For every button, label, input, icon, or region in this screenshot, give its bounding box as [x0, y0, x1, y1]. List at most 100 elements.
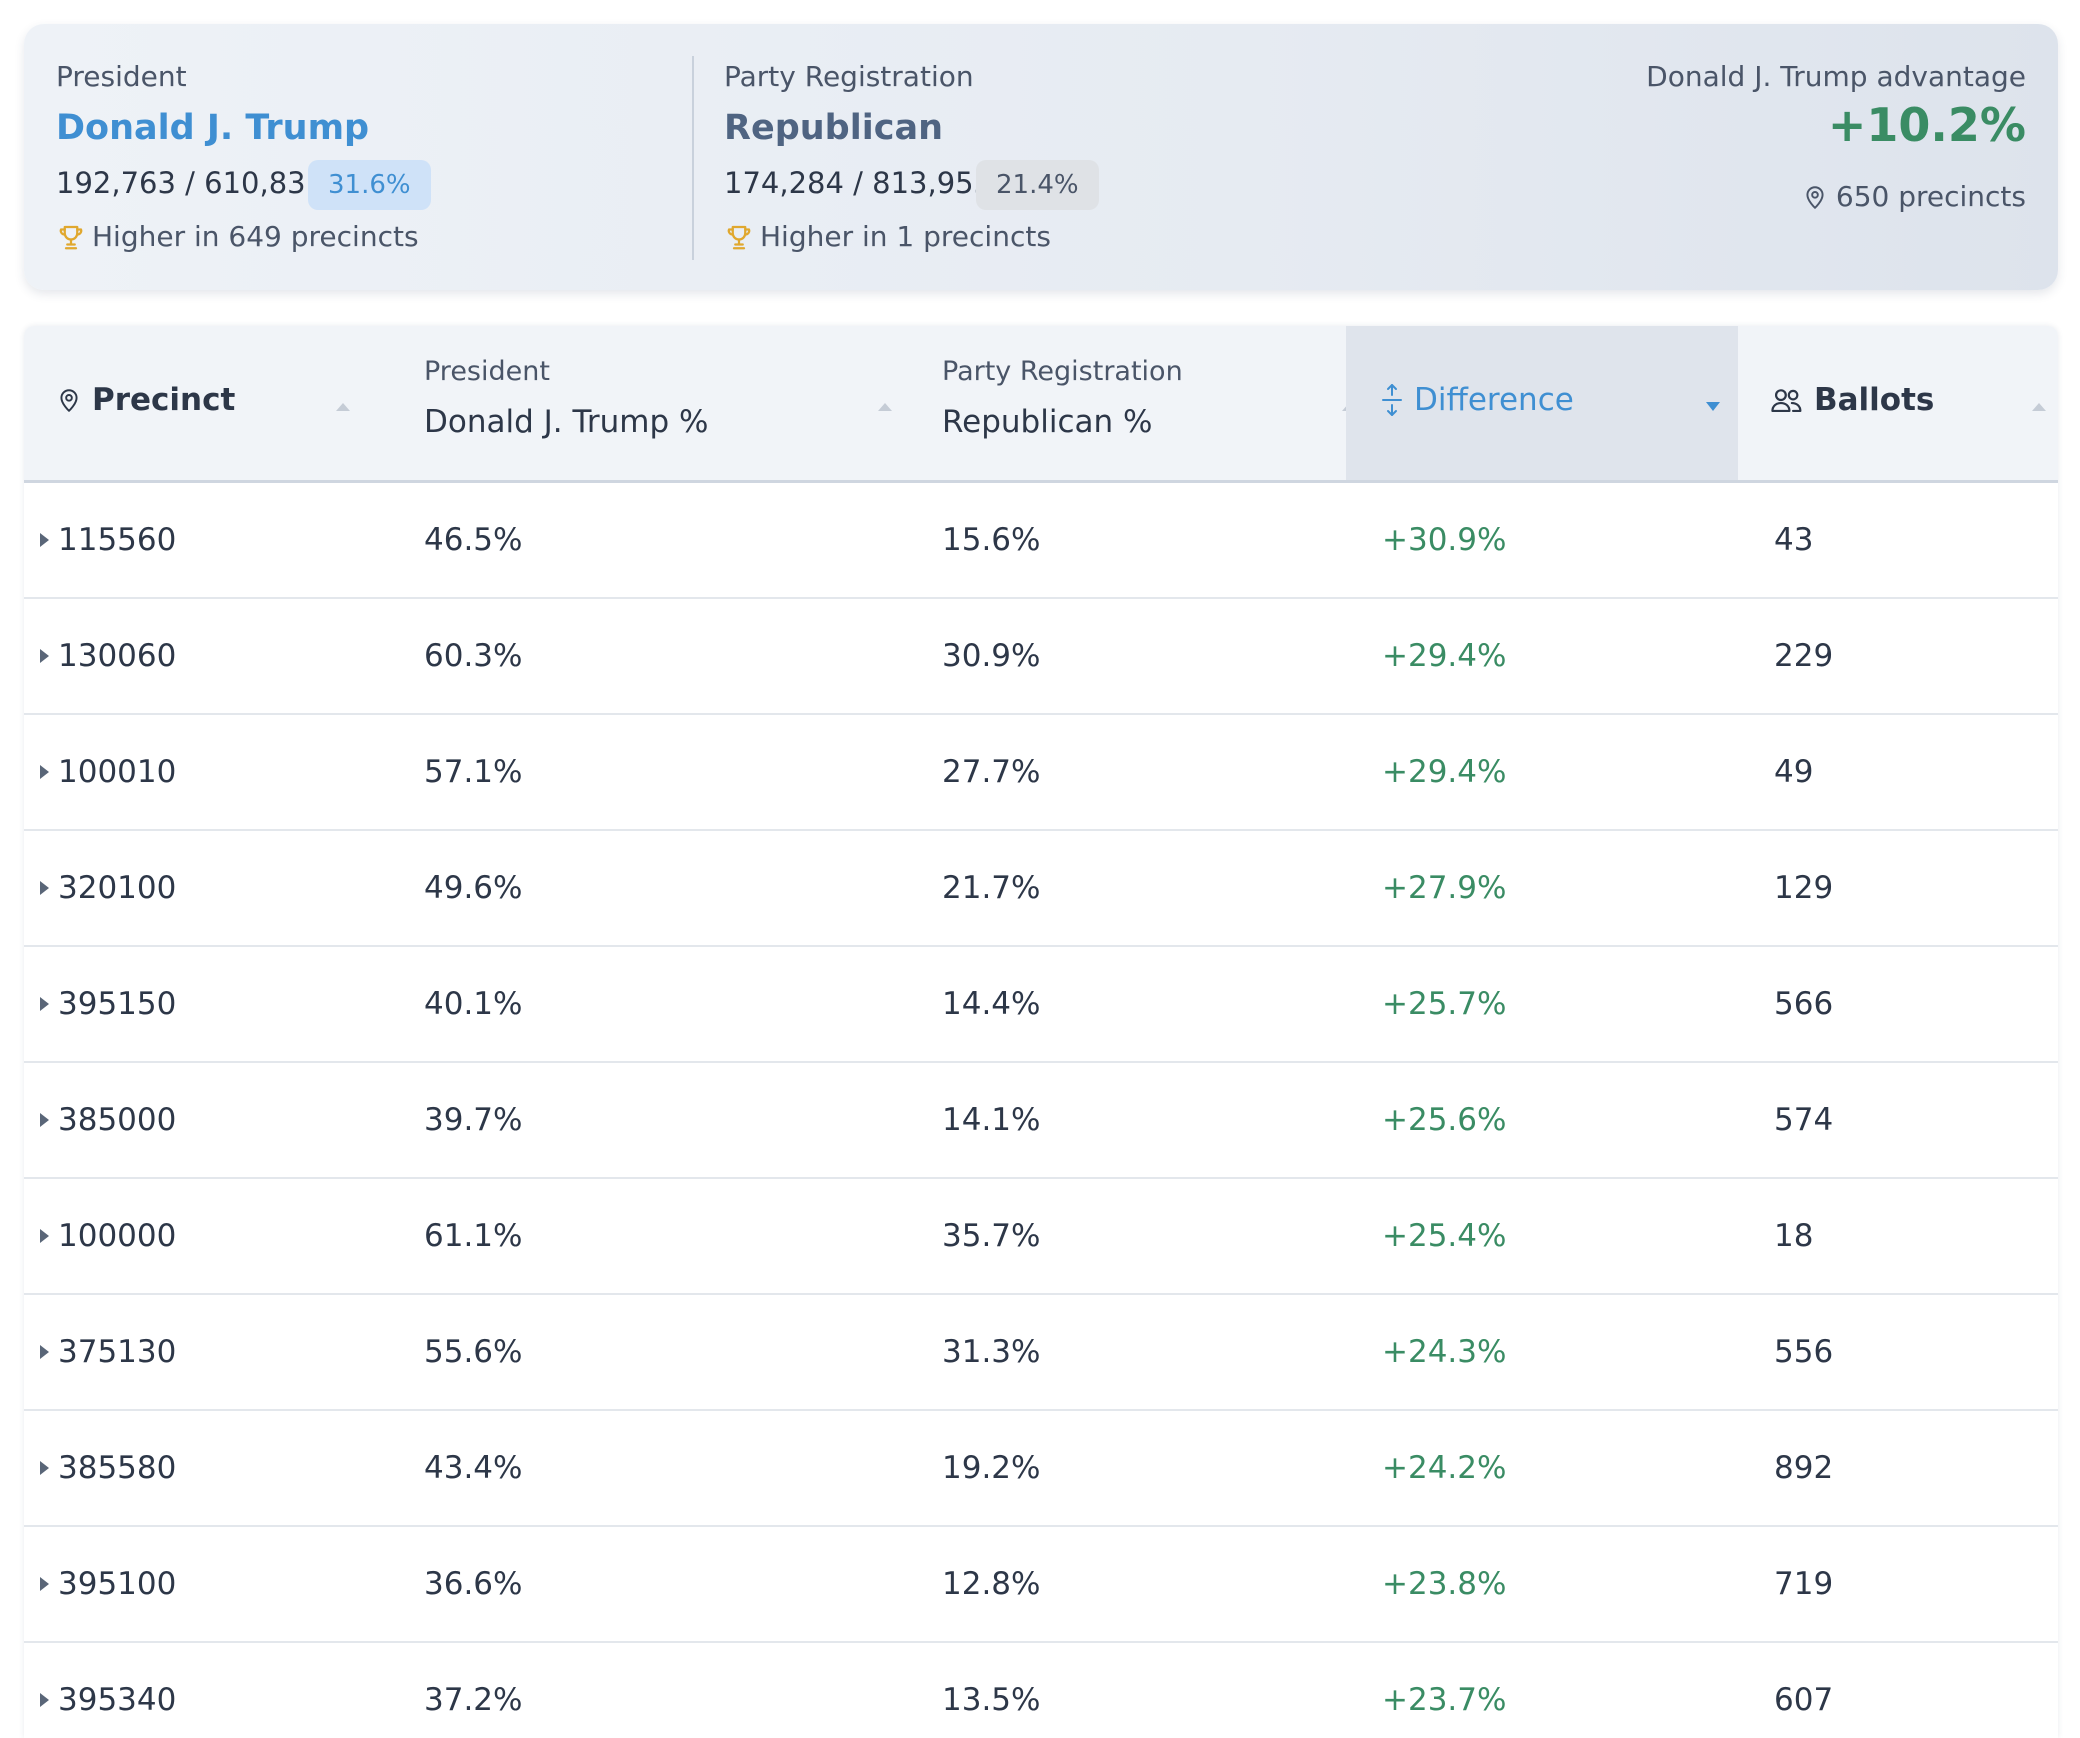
expand-caret-icon[interactable]	[40, 1229, 49, 1243]
expand-caret-icon[interactable]	[40, 1461, 49, 1475]
sort-arrow-icon	[336, 403, 350, 411]
table-row[interactable]: 385000 39.7% 14.1% +25.6% 574	[24, 1063, 2058, 1179]
column-header-difference[interactable]: Difference	[1346, 326, 1738, 480]
advantage-label: Donald J. Trump advantage	[1646, 60, 2026, 93]
cell-difference: +27.9%	[1382, 870, 1507, 906]
cell-registration-percent: 14.4%	[942, 986, 1041, 1022]
cell-ballots: 43	[1774, 522, 1814, 558]
cell-registration-percent: 21.7%	[942, 870, 1041, 906]
cell-registration-percent: 12.8%	[942, 1566, 1041, 1602]
table-row[interactable]: 375130 55.6% 31.3% +24.3% 556	[24, 1295, 2058, 1411]
column-header-precinct-label: Precinct	[56, 382, 235, 418]
column-header-ballots[interactable]: Ballots	[1738, 326, 2058, 480]
cell-difference: +29.4%	[1382, 754, 1507, 790]
table-row[interactable]: 395150 40.1% 14.4% +25.7% 566	[24, 947, 2058, 1063]
cell-difference: +24.3%	[1382, 1334, 1507, 1370]
cell-president-percent: 46.5%	[424, 522, 523, 558]
table-row[interactable]: 130060 60.3% 30.9% +29.4% 229	[24, 599, 2058, 715]
cell-president-percent: 49.6%	[424, 870, 523, 906]
summary-party-counts: 174,284 / 813,953	[724, 166, 993, 200]
cell-registration-percent: 14.1%	[942, 1102, 1041, 1138]
summary-party-percent-badge: 21.4%	[976, 160, 1099, 210]
column-header-registration-main: Republican %	[942, 404, 1153, 440]
summary-party-name: Republican	[724, 108, 943, 148]
table-row[interactable]: 115560 46.5% 15.6% +30.9% 43	[24, 483, 2058, 599]
expand-caret-icon[interactable]	[40, 1693, 49, 1707]
expand-caret-icon[interactable]	[40, 881, 49, 895]
summary-party-higher-text: Higher in 1 precincts	[760, 220, 1051, 253]
cell-ballots: 49	[1774, 754, 1814, 790]
map-pin-icon	[1806, 185, 1824, 209]
column-header-president[interactable]: President Donald J. Trump %	[382, 326, 900, 480]
cell-president-percent: 40.1%	[424, 986, 523, 1022]
cell-ballots: 574	[1774, 1102, 1834, 1138]
cell-difference: +25.6%	[1382, 1102, 1507, 1138]
column-header-difference-text: Difference	[1414, 382, 1574, 418]
cell-registration-percent: 31.3%	[942, 1334, 1041, 1370]
column-header-ballots-label: Ballots	[1770, 382, 1934, 418]
cell-precinct: 385000	[58, 1102, 177, 1138]
cell-president-percent: 55.6%	[424, 1334, 523, 1370]
cell-ballots: 719	[1774, 1566, 1834, 1602]
column-header-registration-sub: Party Registration	[942, 356, 1183, 387]
expand-caret-icon[interactable]	[40, 1345, 49, 1359]
cell-registration-percent: 13.5%	[942, 1682, 1041, 1718]
table-row[interactable]: 100010 57.1% 27.7% +29.4% 49	[24, 715, 2058, 831]
column-header-president-sub: President	[424, 356, 550, 387]
table-row[interactable]: 320100 49.6% 21.7% +27.9% 129	[24, 831, 2058, 947]
cell-registration-percent: 27.7%	[942, 754, 1041, 790]
cell-president-percent: 36.6%	[424, 1566, 523, 1602]
cell-precinct: 395150	[58, 986, 177, 1022]
cell-difference: +23.7%	[1382, 1682, 1507, 1718]
cell-precinct: 115560	[58, 522, 177, 558]
summary-candidate-higher: Higher in 649 precincts	[56, 220, 419, 253]
sort-arrow-icon	[2032, 403, 2046, 411]
cell-ballots: 18	[1774, 1218, 1814, 1254]
table-row[interactable]: 395100 36.6% 12.8% +23.8% 719	[24, 1527, 2058, 1643]
cell-precinct: 375130	[58, 1334, 177, 1370]
column-header-precinct-text: Precinct	[92, 382, 236, 418]
summary-divider	[692, 56, 694, 260]
table-row[interactable]: 100000 61.1% 35.7% +25.4% 18	[24, 1179, 2058, 1295]
comparison-summary-card: President Donald J. Trump 192,763 / 610,…	[24, 24, 2058, 290]
users-icon	[1771, 389, 1802, 413]
trophy-icon	[727, 225, 751, 249]
cell-president-percent: 39.7%	[424, 1102, 523, 1138]
cell-precinct: 130060	[58, 638, 177, 674]
summary-candidate-name: Donald J. Trump	[56, 108, 370, 148]
summary-registration-label: Party Registration	[724, 60, 974, 93]
column-header-registration[interactable]: Party Registration Republican %	[900, 326, 1376, 480]
sort-descending-icon	[1706, 402, 1720, 411]
cell-precinct: 100000	[58, 1218, 177, 1254]
expand-caret-icon[interactable]	[40, 1113, 49, 1127]
map-pin-icon	[60, 389, 78, 412]
summary-candidate-higher-text: Higher in 649 precincts	[92, 220, 419, 253]
summary-candidate-counts: 192,763 / 610,831	[56, 166, 325, 200]
cell-ballots: 607	[1774, 1682, 1834, 1718]
expand-caret-icon[interactable]	[40, 649, 49, 663]
cell-ballots: 566	[1774, 986, 1834, 1022]
cell-ballots: 229	[1774, 638, 1834, 674]
expand-caret-icon[interactable]	[40, 533, 49, 547]
expand-caret-icon[interactable]	[40, 997, 49, 1011]
cell-precinct: 100010	[58, 754, 177, 790]
cell-precinct: 320100	[58, 870, 177, 906]
table-header: Precinct President Donald J. Trump % Par…	[24, 326, 2058, 483]
table-row[interactable]: 385580 43.4% 19.2% +24.2% 892	[24, 1411, 2058, 1527]
table-row[interactable]: 395340 37.2% 13.5% +23.7% 607	[24, 1643, 2058, 1738]
column-header-precinct[interactable]: Precinct	[24, 326, 382, 480]
cell-difference: +25.7%	[1382, 986, 1507, 1022]
cell-difference: +24.2%	[1382, 1450, 1507, 1486]
table-body: 115560 46.5% 15.6% +30.9% 43 130060 60.3% 30.9%…	[24, 483, 2058, 1738]
cell-registration-percent: 30.9%	[942, 638, 1041, 674]
column-header-president-main: Donald J. Trump %	[424, 404, 709, 440]
cell-difference: +29.4%	[1382, 638, 1507, 674]
cell-ballots: 892	[1774, 1450, 1834, 1486]
expand-caret-icon[interactable]	[40, 1577, 49, 1591]
expand-caret-icon[interactable]	[40, 765, 49, 779]
cell-registration-percent: 15.6%	[942, 522, 1041, 558]
sort-vertical-icon	[1382, 384, 1402, 416]
trophy-icon	[59, 225, 83, 249]
column-header-ballots-text: Ballots	[1814, 382, 1935, 418]
